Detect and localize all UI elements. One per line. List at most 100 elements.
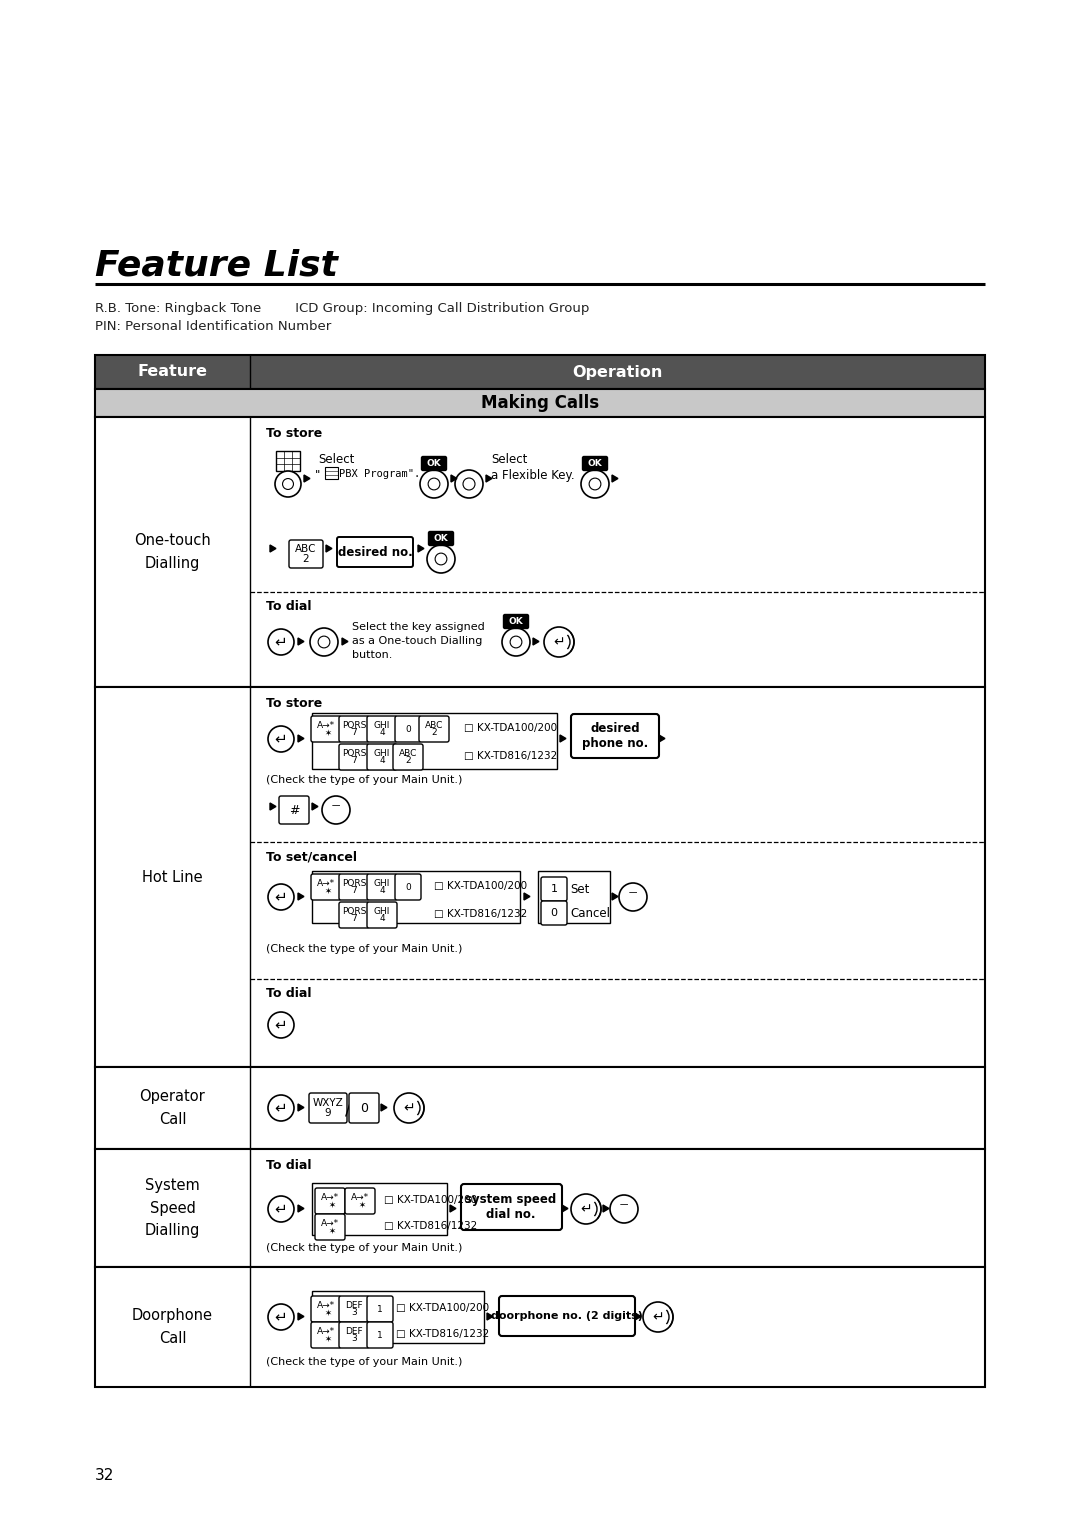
- Polygon shape: [298, 1105, 303, 1111]
- Text: DEF
3: DEF 3: [346, 1300, 363, 1317]
- Text: a Flexible Key.: a Flexible Key.: [491, 469, 575, 481]
- Text: ABC
2: ABC 2: [424, 721, 443, 738]
- Circle shape: [394, 1093, 424, 1123]
- FancyBboxPatch shape: [367, 717, 397, 743]
- Text: ↵: ↵: [580, 1203, 592, 1216]
- Text: PQRS
7: PQRS 7: [341, 749, 366, 766]
- FancyBboxPatch shape: [289, 539, 323, 568]
- Text: A→*
  ✶: A→* ✶: [316, 1300, 335, 1317]
- FancyBboxPatch shape: [395, 717, 421, 743]
- Circle shape: [610, 1195, 638, 1222]
- Text: Cancel: Cancel: [570, 908, 610, 920]
- Polygon shape: [418, 545, 424, 552]
- Bar: [95, 354, 985, 390]
- Text: To store: To store: [266, 697, 322, 711]
- Bar: [538, 871, 610, 923]
- Circle shape: [268, 1196, 294, 1222]
- Text: 1: 1: [551, 885, 557, 894]
- Text: 1: 1: [377, 1331, 383, 1340]
- Text: ↵: ↵: [274, 1309, 287, 1325]
- Text: doorphone no. (2 digits): doorphone no. (2 digits): [491, 1311, 643, 1322]
- Text: □ KX-TD816/1232: □ KX-TD816/1232: [396, 1329, 489, 1339]
- Text: ↵: ↵: [274, 1201, 287, 1216]
- Text: OK: OK: [427, 458, 442, 468]
- Polygon shape: [534, 639, 539, 645]
- Polygon shape: [312, 804, 318, 810]
- Text: Select: Select: [318, 452, 354, 466]
- FancyBboxPatch shape: [541, 902, 567, 924]
- FancyBboxPatch shape: [499, 1296, 635, 1335]
- Polygon shape: [298, 1313, 303, 1320]
- Polygon shape: [612, 475, 618, 481]
- FancyBboxPatch shape: [571, 714, 659, 758]
- FancyBboxPatch shape: [339, 902, 369, 927]
- Circle shape: [589, 478, 600, 490]
- FancyBboxPatch shape: [339, 717, 369, 743]
- Circle shape: [435, 553, 447, 565]
- Circle shape: [571, 1193, 600, 1224]
- Text: desired no.: desired no.: [338, 545, 413, 559]
- Circle shape: [427, 545, 455, 573]
- Text: R.B. Tone: Ringback Tone        ICD Group: Incoming Call Distribution Group: R.B. Tone: Ringback Tone ICD Group: Inco…: [95, 303, 590, 315]
- FancyBboxPatch shape: [395, 874, 421, 900]
- FancyBboxPatch shape: [339, 744, 369, 770]
- Text: PQRS
7: PQRS 7: [341, 721, 366, 738]
- Circle shape: [544, 626, 573, 657]
- Text: One-touch
Dialling: One-touch Dialling: [134, 533, 211, 570]
- Text: OK: OK: [509, 617, 524, 626]
- Circle shape: [268, 726, 294, 752]
- Text: A→*
  ✶: A→* ✶: [321, 1218, 339, 1236]
- Text: /: /: [345, 1102, 351, 1118]
- Text: button.: button.: [352, 649, 392, 660]
- Polygon shape: [298, 892, 303, 900]
- Text: as a One-touch Dialling: as a One-touch Dialling: [352, 636, 483, 646]
- Bar: [95, 688, 985, 1067]
- Polygon shape: [303, 475, 310, 481]
- Circle shape: [319, 636, 329, 648]
- Text: WXYZ
9: WXYZ 9: [312, 1099, 343, 1117]
- Text: A→*
  ✶: A→* ✶: [316, 1326, 335, 1343]
- Text: ↵: ↵: [274, 634, 287, 649]
- Text: ABC
2: ABC 2: [295, 544, 316, 564]
- Circle shape: [275, 471, 301, 497]
- Polygon shape: [298, 735, 303, 743]
- Text: To set/cancel: To set/cancel: [266, 850, 357, 863]
- Polygon shape: [298, 1206, 303, 1212]
- Text: Feature List: Feature List: [95, 248, 338, 283]
- Text: ↵: ↵: [274, 1018, 287, 1033]
- Text: ↵: ↵: [274, 889, 287, 905]
- FancyBboxPatch shape: [367, 1322, 393, 1348]
- Text: ↵: ↵: [274, 732, 287, 747]
- Text: Select the key assigned: Select the key assigned: [352, 622, 485, 633]
- FancyBboxPatch shape: [461, 1184, 562, 1230]
- Text: 0: 0: [360, 1102, 368, 1114]
- Bar: [312, 871, 519, 923]
- FancyBboxPatch shape: [339, 1322, 369, 1348]
- Bar: [312, 714, 557, 769]
- FancyBboxPatch shape: [367, 902, 397, 927]
- Bar: [325, 468, 338, 478]
- Bar: [312, 1291, 484, 1343]
- Text: #: #: [288, 804, 299, 816]
- Text: ": ": [315, 469, 321, 481]
- Polygon shape: [270, 545, 276, 552]
- Bar: [95, 417, 985, 688]
- Circle shape: [643, 1302, 673, 1332]
- Text: ⁻: ⁻: [627, 888, 638, 906]
- Polygon shape: [298, 639, 303, 645]
- Circle shape: [322, 796, 350, 824]
- Bar: [95, 390, 985, 417]
- Text: Doorphone
Call: Doorphone Call: [132, 1308, 213, 1346]
- FancyBboxPatch shape: [582, 457, 607, 471]
- Text: 0: 0: [405, 883, 410, 891]
- Text: Set: Set: [570, 883, 590, 895]
- Polygon shape: [450, 1206, 456, 1212]
- Circle shape: [283, 478, 294, 489]
- Text: (Check the type of your Main Unit.): (Check the type of your Main Unit.): [266, 944, 462, 953]
- Text: □ KX-TDA100/200: □ KX-TDA100/200: [464, 723, 557, 733]
- FancyBboxPatch shape: [393, 744, 423, 770]
- Text: To dial: To dial: [266, 1160, 311, 1172]
- Text: To store: To store: [266, 426, 322, 440]
- Text: 1: 1: [377, 1305, 383, 1314]
- FancyBboxPatch shape: [315, 1215, 345, 1241]
